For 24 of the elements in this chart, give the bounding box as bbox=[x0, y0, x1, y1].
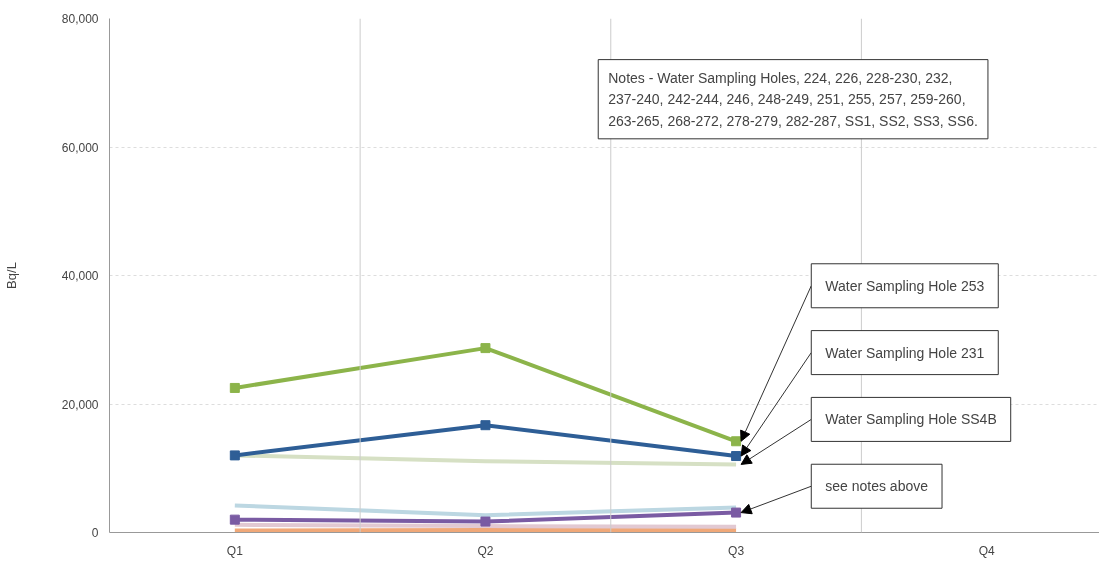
point bbox=[480, 343, 491, 354]
y-tick-label: 60,000 bbox=[61, 140, 99, 155]
x-tick-label: Q3 bbox=[728, 543, 745, 558]
point bbox=[731, 507, 742, 518]
y-tick-label: 0 bbox=[91, 526, 99, 540]
point bbox=[229, 382, 240, 393]
x-tick-label: Q4 bbox=[978, 543, 996, 558]
annotation: see notes above bbox=[825, 478, 929, 495]
x-tick-label: Q2 bbox=[477, 543, 494, 558]
annotation: Water Sampling Hole 253 bbox=[825, 277, 985, 294]
annotation: Water Sampling Hole SS4B bbox=[825, 411, 997, 428]
annotation: Notes - Water Sampling Holes, 224, 226, 228-230, 232, 237-240, 242-244, 246, 248-249, 251, 255, 257, 259-260, 263-265, 268-272, 278-279, 282-287, SS1, SS2, SS3, SS6. bbox=[608, 69, 978, 129]
x-tick-label: Q1 bbox=[226, 543, 244, 558]
point bbox=[229, 450, 240, 461]
y-tick-label: 20,000 bbox=[61, 397, 99, 412]
y-tick-label: 80,000 bbox=[61, 12, 99, 26]
point bbox=[229, 514, 240, 525]
y-tick-label: 40,000 bbox=[61, 269, 99, 283]
point bbox=[731, 451, 742, 462]
point bbox=[480, 516, 491, 527]
annotation: Water Sampling Hole 231 bbox=[825, 344, 985, 361]
point bbox=[480, 420, 491, 431]
y-axis-title: Bq/L bbox=[3, 262, 19, 289]
point bbox=[731, 436, 742, 447]
